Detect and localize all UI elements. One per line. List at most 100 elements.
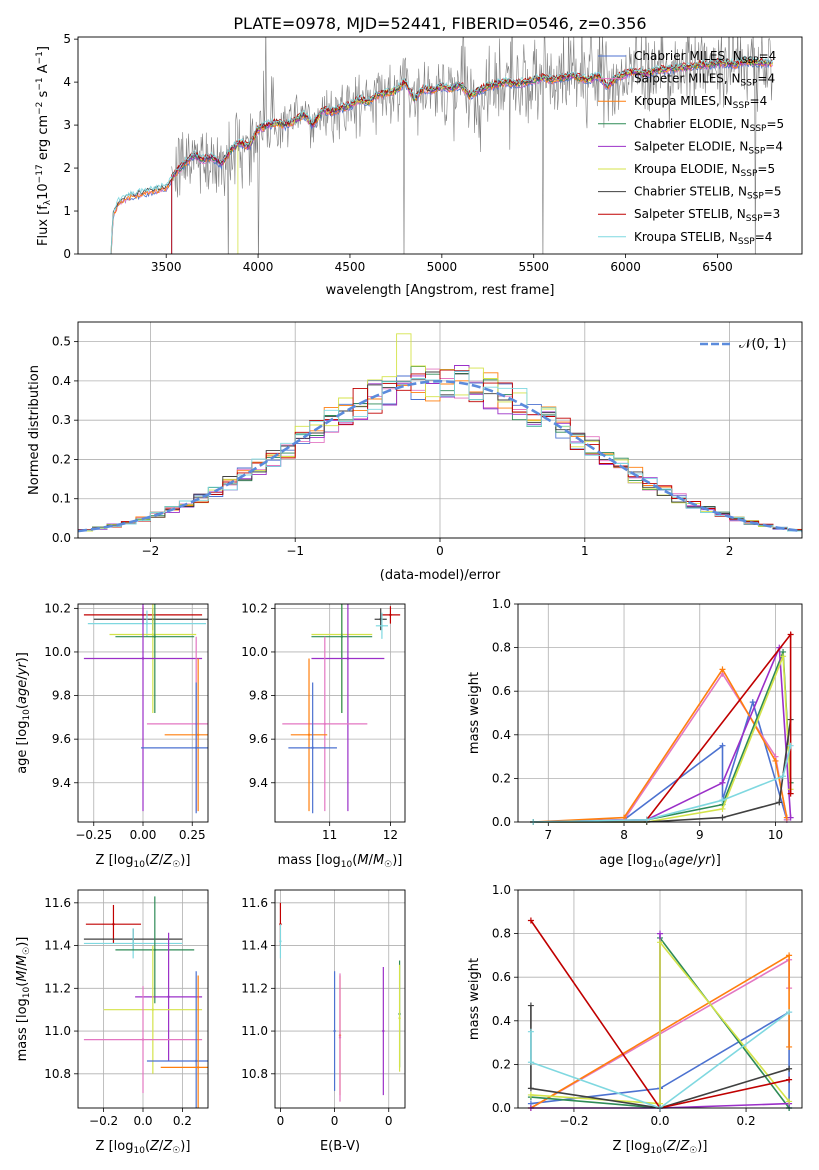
tick-label-x: 6000 (610, 260, 641, 274)
x-axis-label: Z [log10(Z/Z☉)] (96, 1139, 191, 1156)
weight-marker (787, 742, 794, 749)
axes-frame (77, 603, 209, 823)
data-point (153, 948, 157, 952)
model-spectrum-4 (171, 58, 773, 254)
data-point (389, 613, 392, 617)
data-point (311, 746, 314, 750)
tick-label-y: 3 (63, 118, 71, 132)
weight-marker (719, 805, 726, 812)
tick-label-y: 0.4 (492, 728, 511, 742)
tick-label-y: 1.0 (492, 883, 511, 897)
weight-line-9 (533, 745, 792, 823)
y-axis-label: mass [log10(M/M☉)] (15, 937, 32, 1062)
tick-label-y: 0.2 (52, 452, 71, 466)
tick-label-x: 3500 (151, 260, 182, 274)
tick-label-x: 10 (768, 828, 783, 842)
weight-line-9 (530, 1011, 790, 1109)
tick-label-y: 9.4 (249, 776, 268, 790)
weight-marker (786, 1009, 793, 1016)
tick-label-y: 0.4 (492, 1014, 511, 1028)
weight-marker (527, 917, 534, 924)
tick-label-x: 0 (385, 1114, 393, 1128)
tick-label-x: 11 (322, 828, 337, 842)
weight-marker (786, 1043, 793, 1050)
x-axis-label: Z [log10(Z/Z☉)] (613, 1139, 708, 1156)
data-point (153, 635, 157, 638)
weight-marker (787, 631, 794, 638)
tick-label-x: 0.0 (650, 1114, 669, 1128)
weight-marker (776, 799, 783, 806)
data-point (196, 733, 200, 736)
tick-label-x: −0.25 (75, 828, 112, 842)
weight-marker (772, 757, 779, 764)
weight-marker (786, 1098, 793, 1105)
panel-mass-vs-Z: −0.2 0.0 0.2 10.8 11.0 11.2 11.4 11.6 Z [log10(Z… (15, 889, 209, 1156)
data-point (151, 1008, 155, 1011)
tick-label-y: 4 (63, 75, 71, 89)
weight-marker (786, 1065, 793, 1072)
tick-label-y: 0.0 (52, 531, 71, 545)
tick-label-y: 9.6 (249, 732, 268, 746)
tick-label-x: 5500 (518, 260, 549, 274)
axes-frame (517, 603, 803, 823)
model-spectrum-5 (171, 59, 773, 254)
tick-label-x: 2 (726, 544, 734, 558)
weight-marker (787, 790, 794, 797)
tick-label-y: 11.2 (44, 981, 71, 995)
axes-frame (77, 36, 803, 255)
panel-weight-vs-age: 7 8 9 10 0.0 0.2 0.4 0.6 0.8 1.0 age [log10(age/yr… (467, 597, 803, 870)
data-point (141, 1038, 145, 1041)
data-point (151, 633, 155, 636)
tick-label-x: 0 (277, 1114, 285, 1128)
tick-label-y: 11.6 (241, 896, 268, 910)
weight-marker (786, 1076, 793, 1083)
tick-label-y: 1.0 (492, 597, 511, 611)
tick-label-y: 0.1 (52, 492, 71, 506)
tick-label-y: 0.8 (492, 641, 511, 655)
tick-label-x: 9 (696, 828, 704, 842)
model-spectrum-8 (171, 57, 773, 254)
tick-label-y: 11.2 (241, 981, 268, 995)
legend-label: Chabrier STELIB, NSSP=5 (634, 185, 782, 202)
tick-label-x: 0.25 (179, 828, 206, 842)
tick-label-x: 0.2 (173, 1114, 192, 1128)
weight-marker (719, 797, 726, 804)
weight-marker (786, 952, 793, 959)
tick-label-y: 0.3 (52, 413, 71, 427)
tick-label-x: 0.0 (133, 1114, 152, 1128)
tick-label-x: 0.2 (737, 1114, 756, 1128)
data-point (340, 635, 344, 638)
weight-line-6 (530, 940, 790, 1105)
tick-label-y: 0.2 (492, 1057, 511, 1071)
model-spectrum-9 (110, 55, 773, 254)
weight-marker (719, 742, 726, 749)
y-axis-label: age [log10(age/yr)] (15, 652, 32, 774)
tick-label-y: 11.4 (241, 939, 268, 953)
tick-label-x: −0.2 (89, 1114, 118, 1128)
y-axis-label: mass weight (467, 958, 482, 1040)
weight-marker (527, 1002, 534, 1009)
weight-marker (780, 773, 787, 780)
tick-label-x: 0 (436, 544, 444, 558)
x-axis-label: E(B-V) (320, 1139, 360, 1154)
tick-label-x: 4500 (335, 260, 366, 274)
weight-line-2 (533, 672, 788, 823)
tick-label-y: 9.4 (52, 776, 71, 790)
tick-label-y: 9.8 (52, 689, 71, 703)
tick-label-y: 0.8 (492, 927, 511, 941)
panel-spectrum: 3500 4000 4500 5000 5500 6000 6500 0 1 2 3 4 5 Chabri… (35, 32, 803, 298)
tick-label-x: −1 (286, 544, 304, 558)
tick-label-x: 1 (581, 544, 589, 558)
tick-label-y: 0 (63, 247, 71, 261)
legend-label: Kroupa MILES, NSSP=4 (634, 94, 767, 111)
legend-label: Chabrier ELODIE, NSSP=5 (634, 117, 784, 134)
tick-label-x: 7 (544, 828, 552, 842)
weight-line-4 (533, 651, 792, 823)
x-axis-label: Z [log10(Z/Z☉)] (96, 853, 191, 870)
tick-label-y: 0.5 (52, 335, 71, 349)
data-point (382, 1029, 385, 1033)
weight-line-1 (530, 1010, 790, 1108)
weight-marker (527, 1028, 534, 1035)
residual-histogram-9 (78, 370, 802, 532)
